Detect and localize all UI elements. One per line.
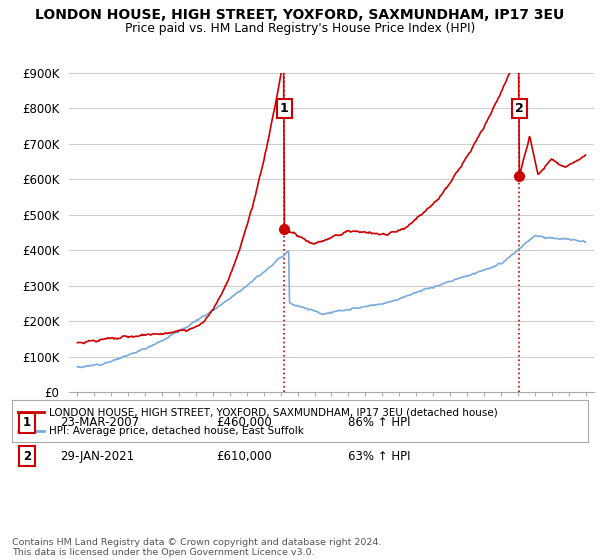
Text: £610,000: £610,000 <box>216 450 272 463</box>
Text: LONDON HOUSE, HIGH STREET, YOXFORD, SAXMUNDHAM, IP17 3EU: LONDON HOUSE, HIGH STREET, YOXFORD, SAXM… <box>35 8 565 22</box>
Text: 63% ↑ HPI: 63% ↑ HPI <box>348 450 410 463</box>
Text: LONDON HOUSE, HIGH STREET, YOXFORD, SAXMUNDHAM, IP17 3EU (detached house): LONDON HOUSE, HIGH STREET, YOXFORD, SAXM… <box>49 407 498 417</box>
Text: Contains HM Land Registry data © Crown copyright and database right 2024.
This d: Contains HM Land Registry data © Crown c… <box>12 538 382 557</box>
Text: HPI: Average price, detached house, East Suffolk: HPI: Average price, detached house, East… <box>49 426 304 436</box>
Text: £460,000: £460,000 <box>216 416 272 430</box>
Text: Price paid vs. HM Land Registry's House Price Index (HPI): Price paid vs. HM Land Registry's House … <box>125 22 475 35</box>
Text: 86% ↑ HPI: 86% ↑ HPI <box>348 416 410 430</box>
Text: 1: 1 <box>23 416 31 430</box>
Text: 1: 1 <box>280 102 289 115</box>
Text: 29-JAN-2021: 29-JAN-2021 <box>60 450 134 463</box>
Text: 2: 2 <box>515 102 524 115</box>
Text: 2: 2 <box>23 450 31 463</box>
Text: 23-MAR-2007: 23-MAR-2007 <box>60 416 139 430</box>
